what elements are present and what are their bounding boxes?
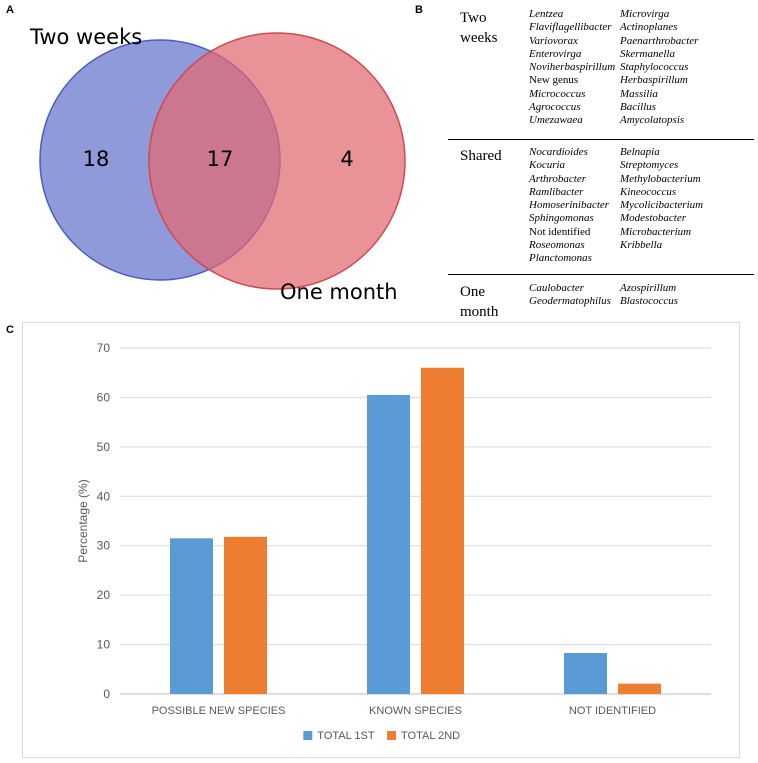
genus-name: Paenarthrobacter <box>620 34 699 47</box>
table-divider <box>448 139 754 140</box>
category-label: POSSIBLE NEW SPECIES <box>152 705 286 717</box>
legend-swatch <box>387 731 396 740</box>
category-label: KNOWN SPECIES <box>369 705 462 717</box>
genus-name: Flaviflagellibacter <box>529 21 612 34</box>
genera-column-right: Belnapia Streptomyces Methylobacterium Kine… <box>620 146 703 252</box>
genus-name: Nocardioides <box>529 146 588 158</box>
bar-chart-frame: 0 10 20 30 40 50 60 70 Percentage (%) POSSIBLE NE… <box>22 322 740 758</box>
genus-name: Massilia <box>620 87 658 100</box>
bar-total-1st <box>564 652 607 694</box>
table-divider <box>448 274 754 275</box>
genus-name: Noviherbaspirillum <box>529 61 616 74</box>
legend-label: TOTAL 1ST <box>317 730 375 742</box>
genus-name: Geodermatophilus <box>529 295 611 308</box>
y-tick-label: 0 <box>103 687 110 701</box>
y-tick-label: 40 <box>97 489 111 503</box>
genus-name: Lentzea <box>529 8 564 20</box>
venn-label-two-weeks: Two weeks <box>29 25 142 49</box>
group-label-shared: Shared <box>460 148 502 164</box>
genera-column-left: Caulobacter Geodermatophilus <box>529 282 611 309</box>
genus-name: Enterovirga <box>529 47 582 60</box>
venn-diagram: Two weeks One month 18 17 4 <box>29 25 406 304</box>
genus-name: Planctomonas <box>529 252 592 265</box>
bar-chart: 0 10 20 30 40 50 60 70 Percentage (%) POSSIBLE NE… <box>76 341 711 742</box>
genus-name: Blastococcus <box>620 295 679 308</box>
y-tick-label: 10 <box>97 638 111 652</box>
genera-column-right: Azospirillum Blastococcus <box>620 282 678 309</box>
y-axis-title: Percentage (%) <box>76 479 90 562</box>
genus-name: Amycolatopsis <box>620 114 685 127</box>
bar-total-2nd <box>224 536 267 694</box>
genus-name: Belnapia <box>620 146 660 158</box>
genus-name: Caulobacter <box>529 282 584 294</box>
genus-name: Kineococcus <box>620 185 677 198</box>
bar-total-1st <box>367 394 410 694</box>
venn-circle-one-month <box>148 32 406 290</box>
genera-column-left: Lentzea Flaviflagellibacter Variovorax Ente… <box>529 8 615 128</box>
genus-name: Arthrobacter <box>529 172 587 185</box>
genus-name: Microvirga <box>620 8 670 20</box>
venn-count-shared: 17 <box>207 147 234 171</box>
venn-count-two-weeks-only: 18 <box>83 147 110 171</box>
genus-name: Not identified <box>529 225 591 238</box>
y-tick-label: 30 <box>97 539 111 553</box>
genus-name: Staphylococcus <box>620 61 689 74</box>
genus-name: Kocuria <box>529 159 566 172</box>
panel-label-b: B <box>415 4 423 16</box>
genus-name: Umezawaea <box>529 114 583 127</box>
group-label-two-weeks: Two weeks <box>460 10 498 46</box>
genus-name: Sphingomonas <box>529 212 594 225</box>
bar-total-2nd <box>618 683 661 694</box>
group-label-one-month: One month <box>460 284 499 320</box>
bar-total-1st <box>170 538 213 694</box>
genus-name: Modestobacter <box>620 212 686 225</box>
genus-name: Variovorax <box>529 34 578 47</box>
genus-name: Microbacterium <box>620 225 692 238</box>
y-tick-label: 50 <box>97 440 111 454</box>
y-tick-label: 20 <box>97 588 111 602</box>
bar-total-2nd <box>421 367 464 694</box>
y-tick-label: 70 <box>97 341 111 355</box>
venn-count-one-month-only: 4 <box>340 147 353 171</box>
genus-name: Skermanella <box>620 47 675 60</box>
genus-name: Mycolicibacterium <box>620 199 704 212</box>
genus-name: Homoserinibacter <box>529 199 610 212</box>
genus-name: Streptomyces <box>620 159 679 172</box>
genus-name: New genus <box>529 74 579 87</box>
y-tick-label: 60 <box>97 390 111 404</box>
genus-name: Roseomonas <box>529 239 585 252</box>
genera-column-right: Microvirga Actinoplanes Paenarthrobacter Sk… <box>620 8 698 128</box>
genus-name: Azospirillum <box>620 282 677 294</box>
genus-name: Kribbella <box>620 239 663 252</box>
genus-name: Micrococcus <box>529 87 586 100</box>
panel-label-c: C <box>6 324 14 336</box>
genus-name: Ramlibacter <box>529 185 584 198</box>
panel-label-a: A <box>6 4 14 16</box>
genus-name: Agrococcus <box>529 101 581 114</box>
genus-name: Bacillus <box>620 101 657 114</box>
genus-name: Methylobacterium <box>620 172 701 185</box>
category-label: NOT IDENTIFIED <box>569 705 656 717</box>
genus-name: Herbaspirillum <box>620 74 688 87</box>
legend-label: TOTAL 2ND <box>401 730 460 742</box>
legend-swatch <box>303 731 313 740</box>
venn-label-one-month: One month <box>280 280 398 304</box>
genus-name: Actinoplanes <box>620 21 678 34</box>
genera-column-left: Nocardioides Kocuria Arthrobacter Ramlibact… <box>529 146 609 266</box>
